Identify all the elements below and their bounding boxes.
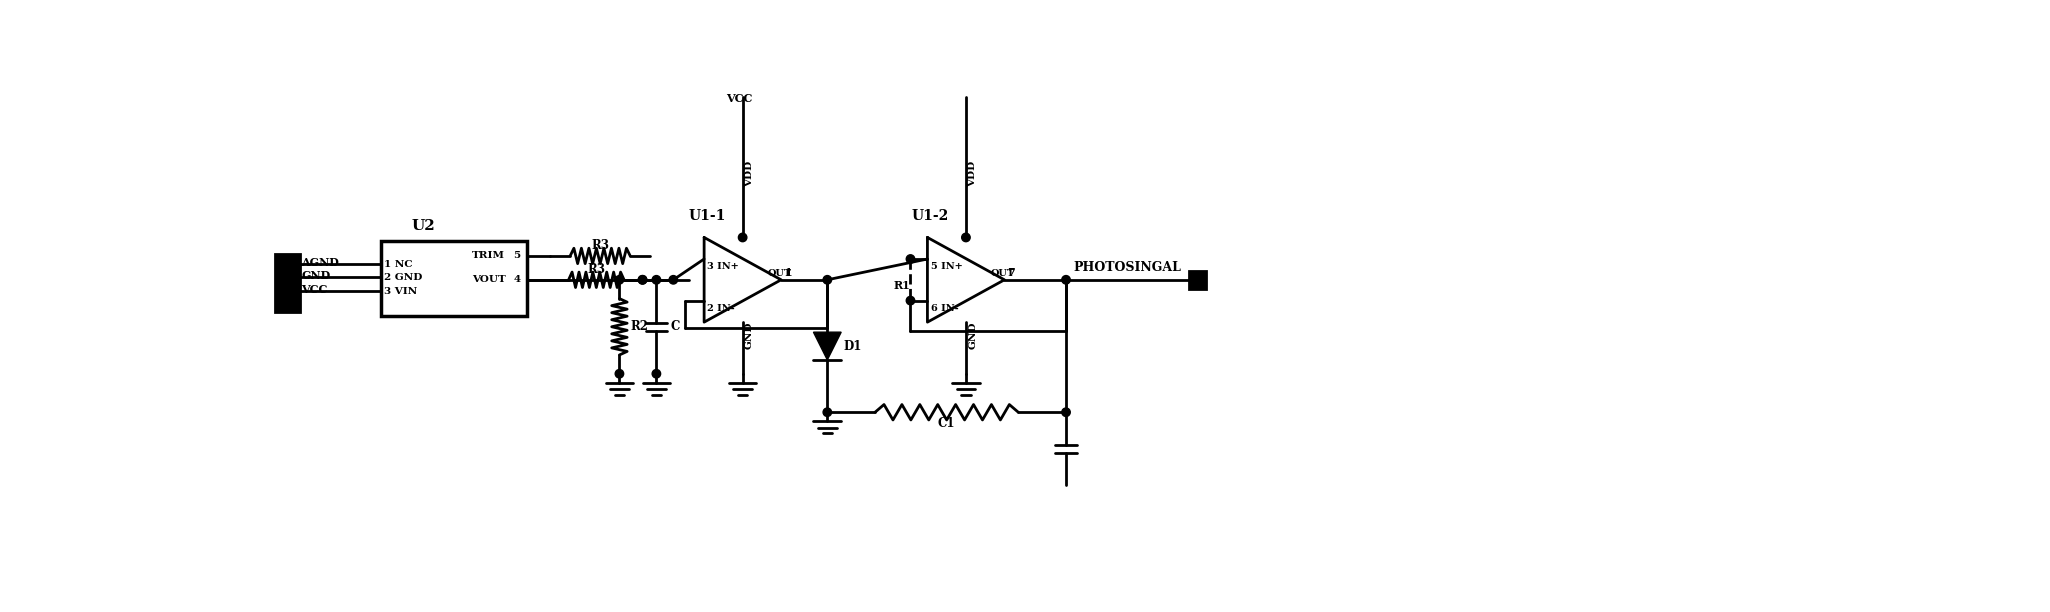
Text: 1: 1 xyxy=(785,267,791,278)
Text: 5 IN+: 5 IN+ xyxy=(931,262,961,271)
Text: 4: 4 xyxy=(512,275,521,283)
Text: VDD: VDD xyxy=(744,160,754,187)
Circle shape xyxy=(615,370,623,378)
Circle shape xyxy=(1062,408,1070,417)
Text: AGND: AGND xyxy=(301,258,340,268)
Polygon shape xyxy=(814,332,840,360)
Polygon shape xyxy=(927,237,1004,322)
Circle shape xyxy=(824,275,832,284)
Circle shape xyxy=(1062,275,1070,284)
Text: R2: R2 xyxy=(629,320,648,334)
Bar xyxy=(381,241,527,316)
Text: R3: R3 xyxy=(590,239,609,252)
Text: C: C xyxy=(670,320,681,334)
Text: VCC: VCC xyxy=(301,285,328,296)
Text: 5: 5 xyxy=(512,251,521,259)
Text: 3 VIN: 3 VIN xyxy=(383,287,416,296)
Text: U1-2: U1-2 xyxy=(912,209,949,223)
Circle shape xyxy=(652,275,660,284)
Text: GND: GND xyxy=(968,321,978,349)
Text: GND: GND xyxy=(744,321,754,349)
Text: 7: 7 xyxy=(1007,267,1015,278)
Circle shape xyxy=(668,275,679,284)
Text: 3 IN+: 3 IN+ xyxy=(707,262,738,271)
Text: 2 GND: 2 GND xyxy=(383,273,422,282)
Circle shape xyxy=(906,255,914,263)
Polygon shape xyxy=(703,237,781,322)
Text: D1: D1 xyxy=(843,340,861,353)
Text: VCC: VCC xyxy=(726,92,752,103)
Text: OUT: OUT xyxy=(767,269,791,278)
Text: R3: R3 xyxy=(588,263,605,275)
Text: C1: C1 xyxy=(939,417,955,430)
Circle shape xyxy=(824,408,832,417)
Circle shape xyxy=(906,296,914,305)
Text: 6 IN-: 6 IN- xyxy=(931,304,957,313)
Circle shape xyxy=(652,370,660,378)
Text: TRIM: TRIM xyxy=(472,251,504,259)
Text: 2 IN-: 2 IN- xyxy=(707,304,734,313)
Text: 1 NC: 1 NC xyxy=(383,260,412,269)
Text: VDD: VDD xyxy=(968,160,978,187)
Text: GND: GND xyxy=(301,271,330,282)
Circle shape xyxy=(738,233,746,242)
Circle shape xyxy=(961,233,970,242)
Text: U2: U2 xyxy=(412,219,435,233)
Circle shape xyxy=(638,275,646,284)
Text: OUT: OUT xyxy=(990,269,1015,278)
Bar xyxy=(1189,271,1205,289)
Text: U1-1: U1-1 xyxy=(689,209,726,223)
Text: PHOTOSINGAL: PHOTOSINGAL xyxy=(1074,261,1181,274)
Circle shape xyxy=(638,275,646,284)
Text: R1: R1 xyxy=(894,280,910,291)
Circle shape xyxy=(615,275,623,284)
Bar xyxy=(275,255,299,312)
Text: VOUT: VOUT xyxy=(472,275,506,283)
